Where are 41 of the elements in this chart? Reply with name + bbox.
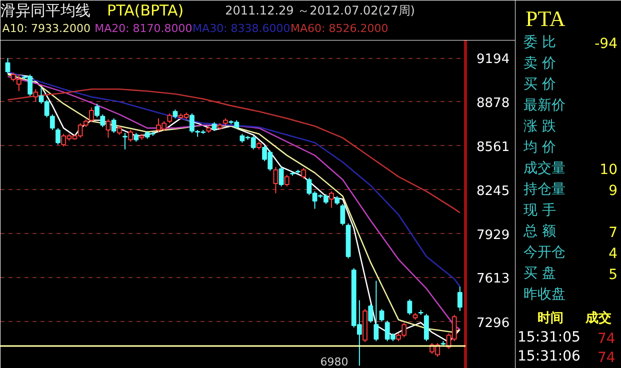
chart-title: 滑异同平均线 [0, 2, 90, 20]
y-tick-label: 7296 [476, 316, 510, 331]
text: 7 [608, 225, 618, 241]
text: 15:31:06 [518, 348, 580, 364]
text: 时间 [538, 311, 564, 326]
category-label: 总 额 [522, 224, 556, 240]
chart-subtitle: PTA(BPTA) [107, 2, 184, 20]
y-tick-label: 8245 [476, 184, 510, 199]
text: 74 [598, 350, 616, 366]
y-tick-label: 8561 [476, 140, 510, 155]
category-label: 均 价 [522, 140, 556, 156]
text: MA60: 8526.2000 [290, 22, 388, 35]
y-tick-label: 9194 [476, 52, 510, 68]
category-label: 卖 价 [524, 56, 556, 72]
y-tick-label: 7929 [476, 228, 510, 243]
text: 10 [600, 162, 618, 178]
text: PTA [526, 6, 566, 31]
category-label: 今开仓 [524, 244, 566, 260]
category-label: 现 手 [524, 202, 556, 218]
text: 74 [598, 331, 616, 347]
category-label: 最新价 [524, 98, 566, 114]
text: MA30: 8338.6000 [192, 22, 290, 35]
text: 4 [608, 246, 618, 262]
category-label: 买 价 [524, 76, 556, 92]
annotation: 6980 [320, 356, 348, 368]
category-label: 昨收盘 [524, 286, 566, 302]
category-label: 成交量 [524, 160, 566, 176]
text: MA20: 8170.8000 [94, 22, 192, 35]
text: 15:31:05 [518, 330, 580, 346]
text: -94 [594, 36, 618, 52]
category-label: 持仓量 [524, 182, 566, 198]
text: 9 [608, 183, 618, 199]
category-label: 委 比 [524, 34, 556, 50]
category-label: 涨 跌 [524, 118, 556, 134]
text: A10: 7933.2000 [2, 22, 91, 35]
text: 成交 [584, 310, 612, 326]
y-tick-label: 8878 [476, 96, 510, 111]
y-tick-label: 7613 [476, 272, 510, 287]
text: 5 [608, 267, 618, 283]
category-label: 买 盘 [524, 266, 556, 282]
text: 2011.12.29 ～2012.07.02(27周) [225, 4, 415, 18]
